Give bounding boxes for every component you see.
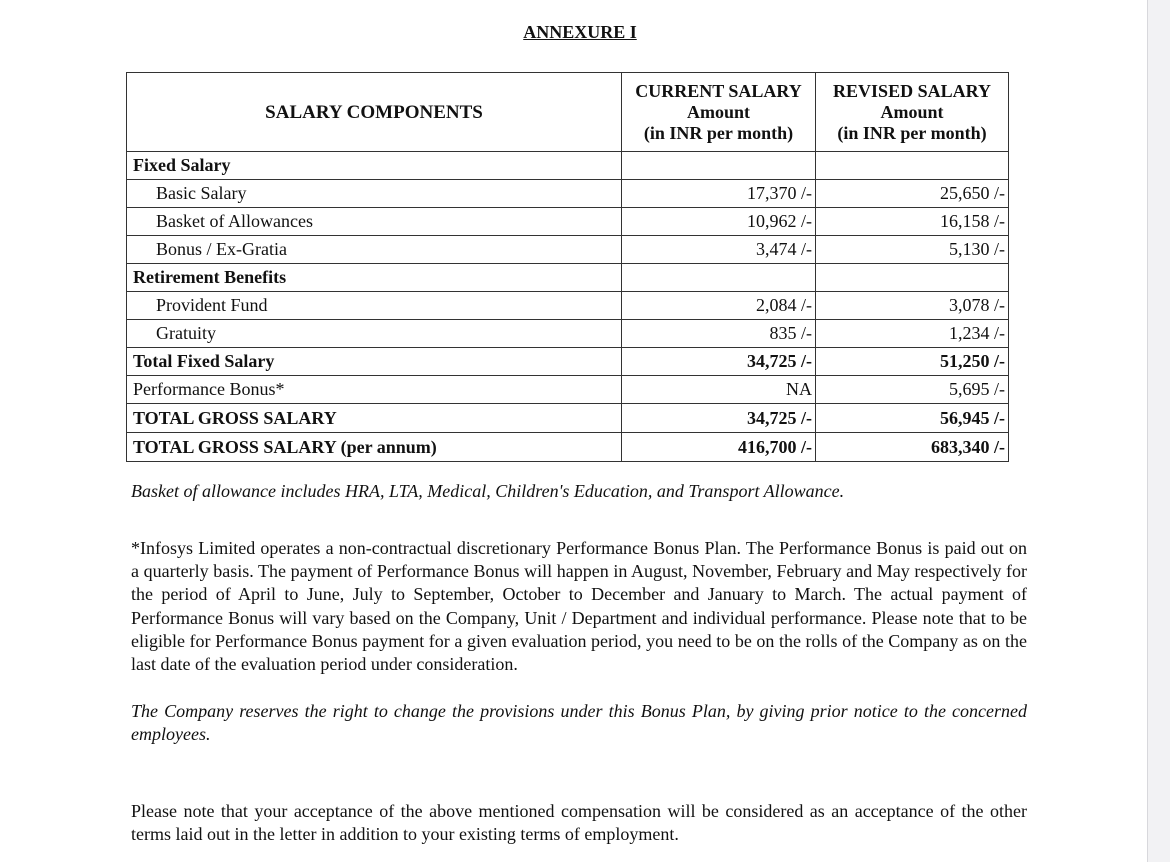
current-amount: 2,084 /- <box>621 291 816 320</box>
header-salary-components: SALARY COMPONENTS <box>126 72 622 152</box>
row-label: Basic Salary <box>126 179 622 208</box>
row-label: Provident Fund <box>126 291 622 320</box>
row-label: TOTAL GROSS SALARY <box>126 403 622 433</box>
current-amount: 3,474 /- <box>621 235 816 264</box>
header-revised-salary: REVISED SALARY Amount (in INR per month) <box>815 72 1009 152</box>
revised-amount: 3,078 /- <box>815 291 1009 320</box>
row-label: Performance Bonus* <box>126 375 622 404</box>
annexure-title: ANNEXURE I <box>523 22 637 42</box>
table-row: Gratuity 835 /- 1,234 /- <box>126 319 1009 348</box>
current-amount: 416,700 /- <box>621 432 816 462</box>
row-label: Fixed Salary <box>126 151 622 180</box>
reservation-paragraph: The Company reserves the right to change… <box>131 701 1027 745</box>
bonus-plan-paragraph: *Infosys Limited operates a non-contract… <box>131 538 1027 675</box>
table-row: TOTAL GROSS SALARY 34,725 /- 56,945 /- <box>126 403 1009 433</box>
row-label: Total Fixed Salary <box>126 347 622 376</box>
table-row: Fixed Salary <box>126 151 1009 180</box>
table-row: Provident Fund 2,084 /- 3,078 /- <box>126 291 1009 320</box>
table-header-row: SALARY COMPONENTS CURRENT SALARY Amount … <box>126 72 1009 152</box>
revised-amount: 25,650 /- <box>815 179 1009 208</box>
revised-amount: 16,158 /- <box>815 207 1009 236</box>
table-row: Bonus / Ex-Gratia 3,474 /- 5,130 /- <box>126 235 1009 264</box>
current-amount <box>621 151 816 180</box>
row-label: TOTAL GROSS SALARY (per annum) <box>126 432 622 462</box>
allowance-note: Basket of allowance includes HRA, LTA, M… <box>131 481 845 501</box>
revised-amount: 51,250 /- <box>815 347 1009 376</box>
current-amount: NA <box>621 375 816 404</box>
table-row: Retirement Benefits <box>126 263 1009 292</box>
current-amount <box>621 263 816 292</box>
revised-amount: 56,945 /- <box>815 403 1009 433</box>
salary-table: SALARY COMPONENTS CURRENT SALARY Amount … <box>126 72 1009 462</box>
revised-amount <box>815 263 1009 292</box>
current-amount: 835 /- <box>621 319 816 348</box>
header-current-salary: CURRENT SALARY Amount (in INR per month) <box>621 72 816 152</box>
table-row: Total Fixed Salary 34,725 /- 51,250 /- <box>126 347 1009 376</box>
revised-amount: 5,130 /- <box>815 235 1009 264</box>
table-row: Basic Salary 17,370 /- 25,650 /- <box>126 179 1009 208</box>
row-label: Gratuity <box>126 319 622 348</box>
table-row: Basket of Allowances 10,962 /- 16,158 /- <box>126 207 1009 236</box>
current-amount: 10,962 /- <box>621 207 816 236</box>
table-row: TOTAL GROSS SALARY (per annum) 416,700 /-… <box>126 432 1009 462</box>
current-amount: 34,725 /- <box>621 347 816 376</box>
revised-amount: 683,340 /- <box>815 432 1009 462</box>
current-amount: 34,725 /- <box>621 403 816 433</box>
table-row: Performance Bonus* NA 5,695 /- <box>126 375 1009 404</box>
revised-amount <box>815 151 1009 180</box>
page-edge <box>1147 0 1170 862</box>
current-amount: 17,370 /- <box>621 179 816 208</box>
row-label: Retirement Benefits <box>126 263 622 292</box>
row-label: Basket of Allowances <box>126 207 622 236</box>
acceptance-paragraph: Please note that your acceptance of the … <box>131 801 1027 845</box>
revised-amount: 5,695 /- <box>815 375 1009 404</box>
row-label: Bonus / Ex-Gratia <box>126 235 622 264</box>
revised-amount: 1,234 /- <box>815 319 1009 348</box>
